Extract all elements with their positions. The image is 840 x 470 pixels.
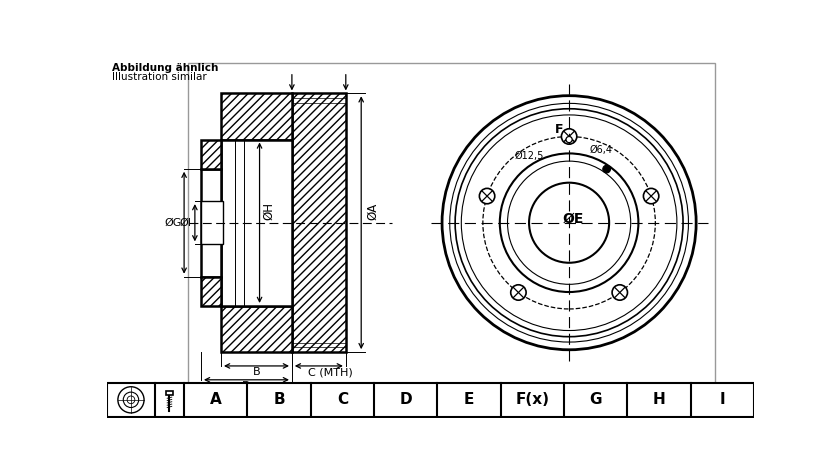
Text: C (MTH): C (MTH) bbox=[308, 368, 353, 377]
Bar bbox=[108, 383, 754, 417]
Text: Illustration similar: Illustration similar bbox=[112, 72, 207, 82]
Text: B: B bbox=[253, 368, 260, 377]
Bar bbox=[165, 392, 173, 395]
Text: G: G bbox=[590, 392, 602, 407]
Text: ØE: ØE bbox=[562, 212, 584, 226]
Text: ØH: ØH bbox=[262, 202, 275, 220]
Bar bbox=[201, 140, 221, 169]
Bar bbox=[201, 140, 221, 169]
Text: ØI: ØI bbox=[180, 218, 192, 228]
Text: C: C bbox=[337, 392, 348, 407]
Circle shape bbox=[561, 129, 577, 144]
Bar bbox=[201, 169, 221, 277]
Text: Ø12,5: Ø12,5 bbox=[514, 151, 543, 161]
Text: Ate: Ate bbox=[529, 242, 632, 297]
Text: I: I bbox=[719, 392, 725, 407]
Circle shape bbox=[480, 188, 495, 204]
Text: ØG: ØG bbox=[165, 218, 181, 228]
Bar bbox=[292, 94, 346, 352]
Circle shape bbox=[603, 165, 611, 173]
Text: H: H bbox=[653, 392, 665, 407]
Text: ®: ® bbox=[606, 272, 618, 285]
Circle shape bbox=[612, 285, 627, 300]
Bar bbox=[221, 306, 292, 352]
Circle shape bbox=[566, 136, 572, 142]
Bar bbox=[201, 277, 221, 306]
Bar bbox=[221, 94, 292, 140]
Bar bbox=[221, 306, 292, 352]
Text: F(x): F(x) bbox=[515, 392, 549, 407]
Bar bbox=[201, 277, 221, 306]
Text: Abbildung ähnlich: Abbildung ähnlich bbox=[112, 63, 218, 72]
Text: A: A bbox=[210, 392, 222, 407]
Text: D: D bbox=[399, 392, 412, 407]
Bar bbox=[188, 63, 716, 383]
Text: E: E bbox=[464, 392, 475, 407]
Circle shape bbox=[442, 96, 696, 350]
Circle shape bbox=[529, 183, 609, 263]
Text: D: D bbox=[242, 381, 250, 392]
Bar bbox=[201, 201, 223, 244]
Bar bbox=[292, 94, 346, 352]
Bar bbox=[221, 94, 292, 140]
Circle shape bbox=[643, 188, 659, 204]
Circle shape bbox=[500, 153, 638, 292]
Text: B: B bbox=[273, 392, 285, 407]
Bar bbox=[221, 140, 292, 306]
Text: Ate: Ate bbox=[237, 242, 309, 280]
Circle shape bbox=[511, 285, 526, 300]
Text: ØA: ØA bbox=[366, 203, 379, 220]
Text: F: F bbox=[555, 124, 564, 136]
Text: Ø6,4: Ø6,4 bbox=[590, 145, 613, 156]
